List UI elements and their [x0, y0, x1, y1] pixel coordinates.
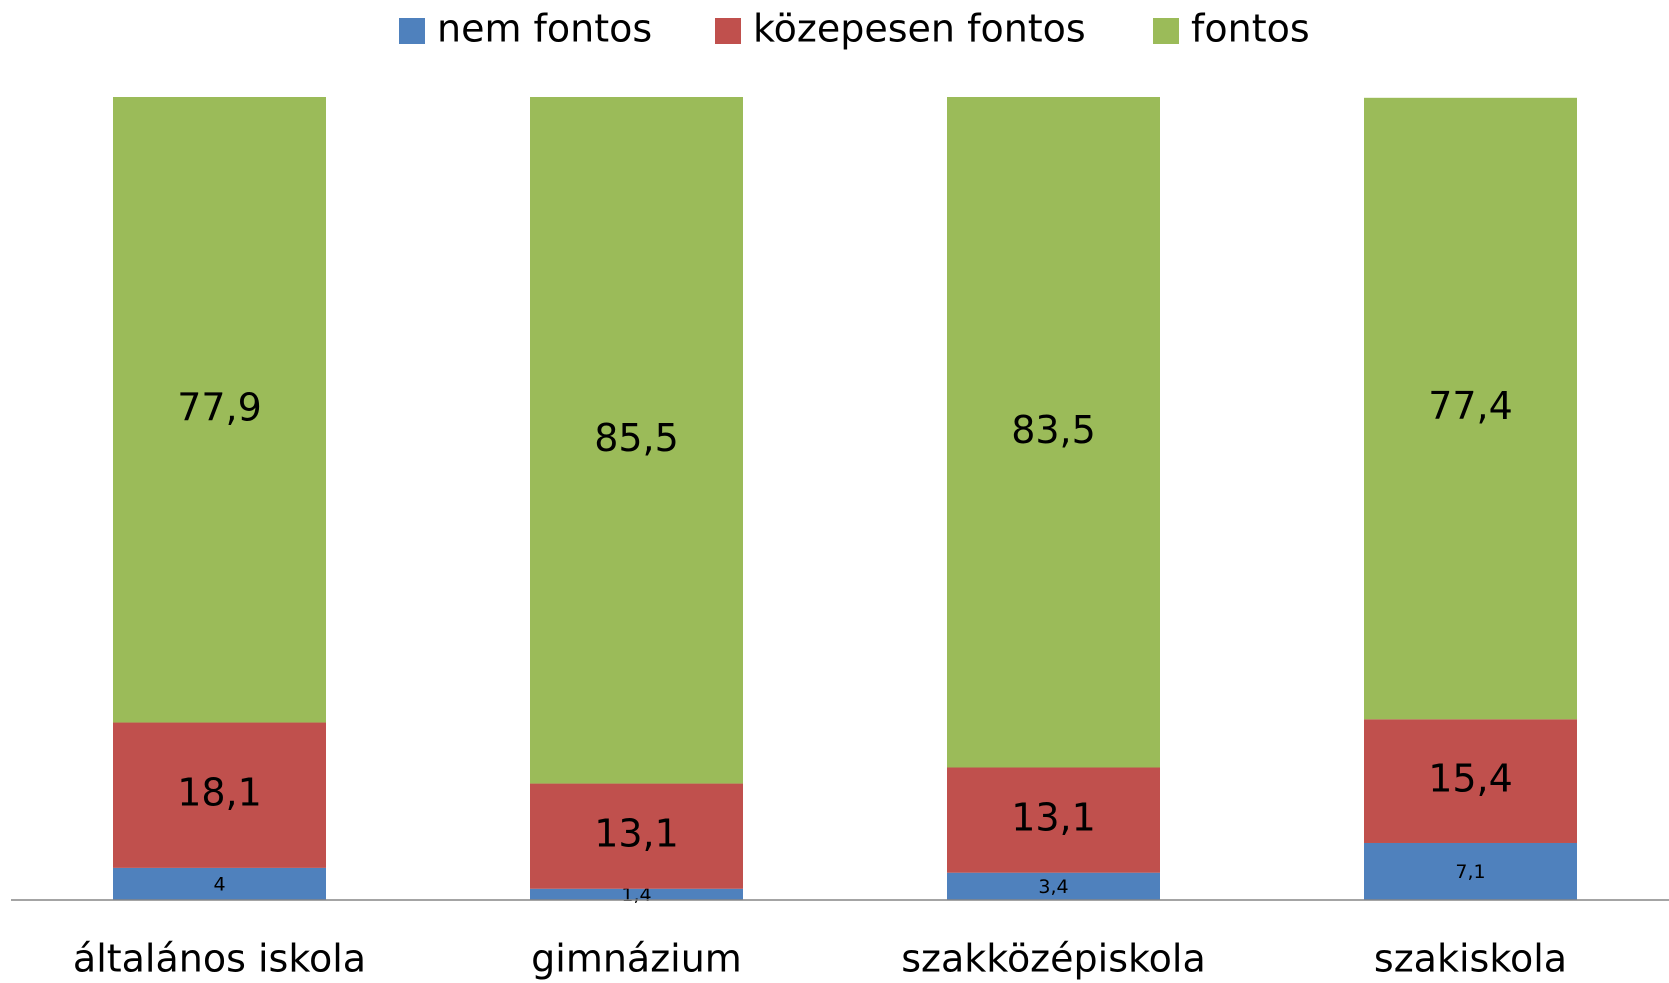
data-label: 7,1	[1455, 861, 1485, 883]
x-tick-label: szakközépiskola	[901, 937, 1205, 981]
bar-segment	[530, 783, 743, 889]
x-tick-label: szakiskola	[1374, 937, 1567, 981]
legend-label: közepesen fontos	[753, 7, 1086, 51]
data-label: 13,1	[1011, 796, 1096, 840]
bar-segment	[530, 97, 743, 784]
data-label: 77,9	[177, 385, 262, 429]
legend-label: nem fontos	[437, 7, 652, 51]
data-label: 18,1	[177, 771, 262, 815]
bar-segment	[113, 97, 326, 723]
bar-segment	[1364, 97, 1577, 720]
data-label: 4	[213, 873, 225, 895]
legend-swatch	[715, 18, 741, 44]
bar-segment	[1364, 842, 1577, 900]
bar-segment	[947, 767, 1160, 873]
bar-segment	[947, 97, 1160, 768]
data-label: 83,5	[1011, 408, 1096, 452]
bar-segment	[947, 872, 1160, 900]
legend-swatch	[399, 18, 425, 44]
legend-swatch	[1153, 18, 1179, 44]
legend-label: fontos	[1191, 7, 1310, 51]
bar-segment	[1364, 719, 1577, 843]
data-label: 13,1	[594, 812, 679, 856]
data-label: 15,4	[1428, 757, 1513, 801]
data-label: 77,4	[1428, 384, 1513, 428]
bar-segment	[113, 722, 326, 868]
data-label: 3,4	[1038, 876, 1068, 898]
x-tick-label: általános iskola	[73, 937, 366, 981]
data-label: 85,5	[594, 416, 679, 460]
bar-segment	[113, 867, 326, 900]
bar-segment	[530, 888, 743, 900]
x-tick-label: gimnázium	[531, 937, 742, 981]
